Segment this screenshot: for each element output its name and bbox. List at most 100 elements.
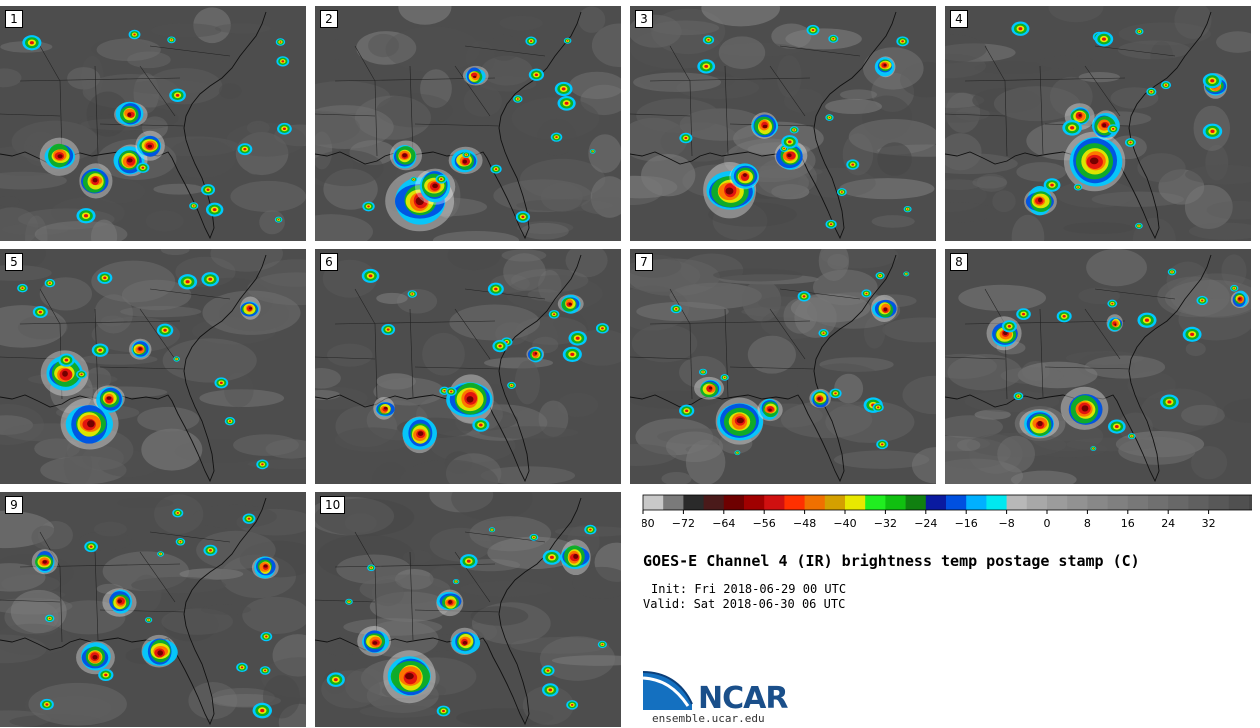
state-border (454, 308, 491, 360)
colorbar-tick-label: −48 (793, 517, 816, 530)
cloud-texture (790, 293, 871, 323)
cloud-texture (193, 504, 277, 529)
convective-cell (787, 153, 792, 158)
state-border (59, 566, 63, 643)
cloud-texture (1117, 40, 1191, 60)
small-cell (707, 38, 710, 41)
convective-cell (768, 408, 772, 412)
small-cell (684, 136, 688, 140)
small-cell (281, 60, 285, 63)
figure-title: GOES-E Channel 4 (IR) brightness temp po… (643, 552, 1140, 570)
cloud-texture (911, 447, 936, 484)
cloud-texture (179, 568, 244, 580)
small-cell (141, 166, 145, 169)
cloud-texture (327, 343, 373, 367)
small-cell (736, 452, 738, 454)
convective-cell (1089, 157, 1099, 165)
cloud-texture (972, 176, 1008, 189)
state-border (315, 113, 376, 117)
small-cell (494, 168, 498, 171)
colorbar-tick-label: −24 (914, 517, 937, 530)
convective-cell (534, 352, 538, 355)
convective-cell (817, 397, 821, 401)
cloud-texture (93, 521, 127, 537)
cloud-texture (422, 332, 465, 376)
small-cell (1210, 129, 1215, 134)
convective-cell (248, 307, 253, 310)
small-cell (1114, 425, 1119, 429)
small-cell (411, 293, 414, 295)
convective-cell (62, 370, 68, 377)
cloud-texture (992, 190, 1016, 213)
convective-cell (743, 173, 747, 177)
coastline (0, 11, 267, 240)
convective-cell (1238, 297, 1241, 300)
cloud-texture (581, 197, 621, 216)
cloud-texture (211, 687, 275, 707)
cloud-texture (121, 279, 192, 311)
small-cell (498, 344, 502, 348)
state-border (39, 531, 61, 568)
ir-map (630, 6, 936, 241)
convective-cell (568, 302, 572, 306)
cloud-texture (572, 566, 621, 600)
cloud-texture (429, 527, 492, 562)
cloud-texture (972, 87, 1041, 113)
ensemble-member-panel-7: 7 (630, 249, 936, 484)
cloud-texture (516, 221, 574, 235)
small-cell (592, 150, 594, 152)
cloud-texture (519, 158, 606, 200)
small-cell (208, 277, 213, 281)
convective-cell (1114, 323, 1117, 327)
convective-cell (372, 641, 378, 645)
cloud-texture (247, 272, 306, 306)
cloud-texture (259, 210, 285, 235)
ir-map (630, 249, 936, 484)
cloud-texture (166, 138, 236, 178)
small-cell (570, 703, 574, 706)
ensemble-member-panel-5: 5 (0, 249, 306, 484)
cloud-texture (685, 439, 726, 484)
cloud-texture (871, 215, 915, 228)
cloud-texture (257, 259, 306, 287)
ir-map (0, 6, 306, 241)
cloud-texture (242, 596, 306, 635)
cloud-texture (0, 195, 20, 207)
state-border (769, 308, 806, 360)
cloud-texture (1028, 440, 1108, 458)
cloud-texture (484, 357, 554, 369)
state-border (39, 288, 61, 325)
ir-map (315, 249, 621, 484)
cloud-texture (127, 51, 171, 69)
convective-cell (42, 560, 47, 564)
convective-cell (1081, 405, 1089, 412)
colorbar-segment (1228, 495, 1250, 510)
small-cell (48, 282, 52, 285)
small-cell (179, 540, 182, 543)
state-border (19, 77, 181, 82)
ensemble-member-panel-8: 8 (945, 249, 1251, 484)
colorbar-segment (865, 495, 886, 510)
colorbar-segment (1127, 495, 1149, 510)
cloud-texture (315, 214, 373, 241)
cloud-texture (1206, 200, 1251, 220)
state-border (1039, 65, 1044, 155)
state-border (149, 288, 231, 300)
small-cell (865, 292, 868, 295)
cloud-texture (479, 426, 579, 439)
cloud-texture (783, 88, 824, 113)
cloud-texture (233, 434, 299, 456)
small-cell (529, 40, 533, 43)
colorbar-segment (784, 495, 805, 510)
small-cell (491, 529, 493, 531)
cloud-texture (1157, 276, 1230, 318)
cloud-texture (116, 497, 174, 509)
ir-map (945, 249, 1251, 484)
coastline (945, 11, 1212, 240)
small-cell (723, 376, 726, 379)
small-cell (1050, 183, 1054, 187)
cloud-texture (1011, 214, 1045, 241)
cloud-texture (945, 201, 997, 223)
small-cell (163, 328, 167, 332)
small-cell (675, 307, 678, 310)
